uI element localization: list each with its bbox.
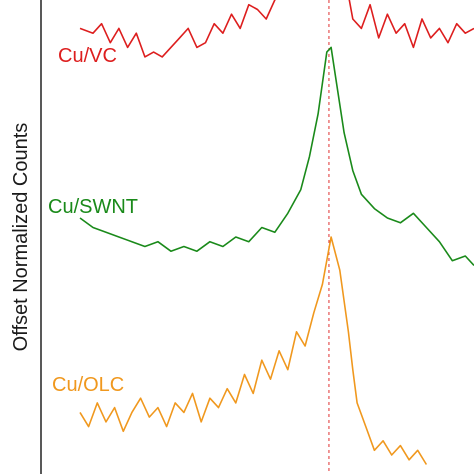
- series-label-cu-vc: Cu/VC: [58, 45, 117, 67]
- series-line-cu-olc: [79, 236, 428, 465]
- series-label-cu-swnt: Cu/SWNT: [48, 196, 138, 218]
- series-line-cu-swnt: [79, 46, 474, 266]
- series-label-cu-olc: Cu/OLC: [52, 374, 124, 396]
- y-axis-label: Offset Normalized Counts: [10, 123, 32, 352]
- series-line-cu-vc: [79, 0, 474, 58]
- series-group: Cu/VC Cu/SWNT Cu/OLC: [48, 0, 474, 465]
